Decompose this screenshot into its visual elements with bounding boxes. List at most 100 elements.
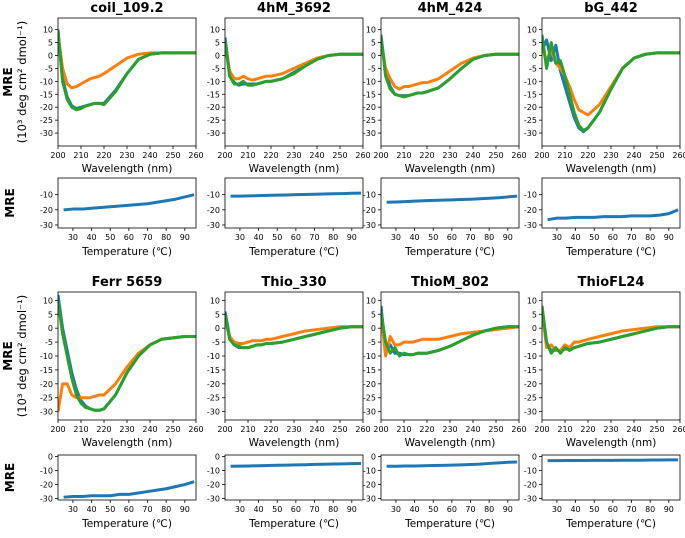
y-tick-label: -30 — [363, 408, 376, 417]
x-tick-label: 60 — [124, 233, 134, 242]
y-tick-label: -20 — [207, 206, 220, 215]
y-tick-label: -25 — [524, 116, 537, 125]
y-tick-label: -15 — [524, 366, 537, 375]
data-line — [542, 311, 680, 352]
y-tick-label: -20 — [207, 481, 220, 490]
chart-title: coil_109.2 — [90, 1, 163, 16]
x-axis-label: Temperature (℃) — [248, 518, 339, 530]
y-tick-label: -10 — [363, 77, 376, 86]
chart-title: ThioFL24 — [578, 275, 645, 290]
x-tick-label: 30 — [391, 233, 401, 242]
chart-title: 4hM_3692 — [257, 1, 331, 16]
y-tick-label: -10 — [524, 77, 537, 86]
x-tick-label: 40 — [86, 505, 96, 514]
x-tick-label: 50 — [428, 233, 438, 242]
data-line — [386, 194, 518, 204]
x-tick-label: 40 — [409, 233, 419, 242]
x-tick-label: 90 — [664, 505, 674, 514]
x-tick-label: 200 — [534, 151, 549, 160]
data-line — [63, 193, 195, 212]
y-tick-label: 10 — [210, 26, 220, 35]
x-tick-label: 40 — [253, 505, 263, 514]
x-tick-label: 260 — [511, 425, 526, 434]
y-axis-label: MRE — [3, 188, 17, 217]
x-tick-label: 90 — [503, 233, 513, 242]
y-tick-label: 0 — [48, 324, 53, 333]
y-tick-label: -20 — [40, 103, 53, 112]
x-tick-label: 70 — [309, 233, 319, 242]
y-tick-label: -30 — [363, 221, 376, 230]
x-tick-label: 80 — [645, 505, 655, 514]
data-line — [230, 191, 362, 198]
y-tick-label: -30 — [524, 221, 537, 230]
x-tick-label: 30 — [68, 505, 78, 514]
data-line — [381, 34, 519, 99]
x-tick-label: 250 — [488, 151, 503, 160]
x-tick-label: 260 — [355, 151, 370, 160]
x-tick-label: 240 — [465, 425, 480, 434]
y-tick-label: -30 — [207, 408, 220, 417]
x-tick-label: 230 — [603, 425, 618, 434]
plot-frame — [380, 454, 520, 501]
x-tick-label: 230 — [286, 425, 301, 434]
x-tick-label: 260 — [511, 151, 526, 160]
plot-frame — [380, 177, 520, 229]
y-tick-label: -5 — [45, 64, 53, 73]
x-tick-label: 50 — [589, 505, 599, 514]
data-line — [225, 313, 363, 350]
y-tick-label: -20 — [363, 206, 376, 215]
y-tick-label: -25 — [207, 394, 220, 403]
x-tick-label: 60 — [608, 233, 618, 242]
x-tick-label: 260 — [672, 425, 685, 434]
x-tick-label: 250 — [649, 151, 664, 160]
data-line — [542, 34, 680, 132]
y-tick-label: -20 — [524, 380, 537, 389]
x-tick-label: 60 — [291, 505, 301, 514]
x-tick-label: 70 — [142, 505, 152, 514]
x-axis-label: Temperature (℃) — [404, 518, 495, 530]
x-tick-label: 210 — [557, 425, 572, 434]
x-tick-label: 90 — [180, 505, 190, 514]
y-tick-label: -5 — [529, 338, 537, 347]
y-axis-label: MRE — [3, 463, 17, 492]
y-tick-label: -25 — [207, 116, 220, 125]
y-tick-label: -5 — [368, 338, 376, 347]
data-line — [542, 305, 680, 355]
x-tick-label: 250 — [649, 425, 664, 434]
x-tick-label: 90 — [347, 505, 357, 514]
plot-frame — [57, 177, 197, 229]
x-tick-label: 250 — [332, 151, 347, 160]
x-axis-label: Wavelength (nm) — [249, 437, 340, 449]
x-tick-label: 60 — [291, 233, 301, 242]
x-tick-label: 90 — [180, 233, 190, 242]
x-tick-label: 50 — [589, 233, 599, 242]
y-tick-label: -25 — [40, 116, 53, 125]
x-tick-label: 50 — [272, 505, 282, 514]
x-tick-label: 220 — [96, 425, 111, 434]
x-tick-label: 80 — [161, 505, 171, 514]
y-tick-label: -20 — [40, 481, 53, 490]
x-tick-label: 40 — [409, 505, 419, 514]
y-tick-label: 10 — [210, 296, 220, 305]
x-axis-label: Temperature (℃) — [248, 246, 339, 258]
y-tick-label: -30 — [524, 408, 537, 417]
y-tick-label: -20 — [363, 380, 376, 389]
plot-frame — [224, 291, 364, 421]
data-line — [58, 300, 196, 412]
y-tick-label: -15 — [40, 366, 53, 375]
y-axis-label: MRE — [1, 67, 15, 96]
y-tick-label: 0 — [532, 51, 537, 60]
x-axis-label: Temperature (℃) — [565, 246, 656, 258]
x-tick-label: 200 — [217, 425, 232, 434]
x-tick-label: 220 — [263, 425, 278, 434]
y-tick-label: -10 — [207, 466, 220, 475]
x-tick-label: 230 — [119, 425, 134, 434]
data-line — [225, 319, 363, 345]
plot-frame — [224, 454, 364, 501]
y-tick-label: -20 — [40, 380, 53, 389]
x-axis-label: Wavelength (nm) — [405, 163, 496, 175]
data-line — [225, 39, 363, 87]
x-tick-label: 250 — [165, 425, 180, 434]
x-tick-label: 240 — [309, 425, 324, 434]
